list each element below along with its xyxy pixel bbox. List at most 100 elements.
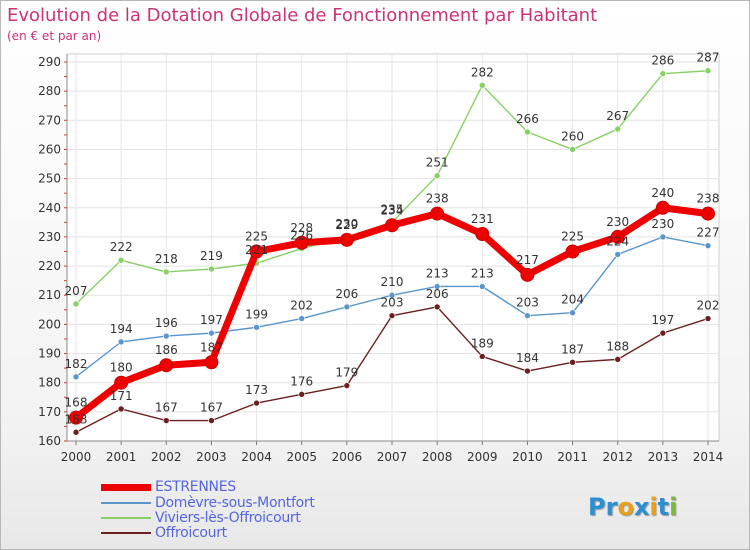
y-tick-label: 240: [38, 201, 61, 215]
legend-swatch: [101, 502, 151, 504]
series-point-1: [659, 233, 667, 241]
series-point-0: [294, 235, 309, 250]
y-tick-label: 250: [38, 172, 61, 186]
legend-item: ESTRENNES: [101, 479, 236, 495]
y-tick-label: 220: [38, 259, 61, 273]
data-label-2: 267: [606, 109, 629, 123]
series-point-1: [478, 283, 486, 290]
data-label-3: 188: [606, 339, 629, 353]
logo-letter: r: [605, 493, 618, 521]
series-point-3: [298, 391, 306, 398]
data-label-2: 219: [200, 249, 223, 263]
series-point-0: [339, 232, 354, 247]
series-point-2: [72, 300, 80, 308]
y-tick-label: 290: [38, 55, 61, 69]
data-label-1: 210: [381, 275, 404, 289]
series-point-1: [524, 312, 531, 319]
legend-label: Viviers-lès-Offroicourt: [155, 510, 301, 526]
series-point-1: [162, 332, 170, 340]
data-label-1: 213: [471, 266, 494, 280]
data-label-0: 217: [516, 253, 539, 267]
data-label-2: 221: [245, 243, 268, 257]
series-point-0: [475, 227, 490, 242]
data-label-1: 224: [606, 234, 629, 248]
data-label-0: 229: [335, 218, 358, 232]
data-label-2: 287: [697, 51, 720, 65]
series-point-2: [704, 67, 712, 75]
series-point-3: [343, 382, 351, 389]
series-point-3: [478, 353, 486, 360]
data-label-2: 282: [471, 65, 494, 79]
series-point-0: [610, 229, 625, 244]
y-tick-label: 200: [38, 317, 61, 331]
data-label-0: 240: [651, 186, 674, 200]
data-label-3: 167: [200, 401, 223, 415]
legend-label: Offroicourt: [155, 525, 227, 541]
logo-letter: P: [588, 493, 606, 521]
plot-area: [66, 53, 720, 442]
series-point-0: [204, 355, 219, 370]
data-label-3: 163: [65, 412, 88, 426]
x-tick-label: 2004: [241, 450, 272, 464]
series-point-1: [614, 251, 622, 258]
data-label-2: 266: [516, 112, 539, 126]
data-label-0: 187: [200, 340, 223, 354]
data-label-2: 251: [426, 156, 449, 170]
y-tick-label: 210: [38, 288, 61, 302]
data-label-0: 228: [290, 221, 313, 235]
series-point-1: [433, 283, 441, 290]
data-label-2: 207: [65, 284, 88, 298]
x-tick-label: 2008: [422, 450, 453, 464]
data-label-0: 231: [471, 212, 494, 226]
series-point-2: [433, 172, 441, 179]
series-point-0: [430, 206, 445, 221]
series-point-2: [659, 70, 667, 77]
y-tick-label: 230: [38, 230, 61, 244]
data-label-1: 206: [335, 287, 358, 301]
series-point-0: [249, 244, 264, 259]
x-tick-label: 2011: [557, 450, 588, 464]
legend-swatch: [101, 483, 151, 491]
series-point-1: [388, 291, 396, 299]
y-tick-label: 280: [38, 84, 61, 98]
y-tick-label: 260: [38, 142, 61, 156]
logo-letter: x: [633, 493, 650, 521]
data-label-0: 225: [561, 230, 584, 244]
data-label-3: 184: [516, 351, 539, 365]
data-label-1: 182: [65, 357, 88, 371]
series-point-0: [159, 358, 174, 373]
series-point-1: [298, 315, 306, 322]
series-point-3: [117, 405, 125, 413]
x-tick-label: 2000: [61, 450, 92, 464]
data-label-3: 203: [381, 296, 404, 310]
series-point-0: [69, 410, 83, 425]
data-label-0: 168: [65, 396, 88, 410]
data-label-3: 189: [471, 336, 494, 350]
data-label-0: 180: [110, 361, 133, 375]
data-label-2: 226: [290, 229, 313, 243]
series-point-0: [114, 375, 129, 390]
data-label-0: 230: [606, 215, 629, 229]
y-tick-label: 160: [38, 434, 61, 448]
data-label-1: 199: [245, 307, 268, 321]
legend-swatch: [101, 517, 151, 519]
series-point-3: [72, 428, 80, 436]
logo-letter: i: [649, 493, 658, 521]
legend-label: Domèvre-sous-Montfort: [155, 495, 315, 511]
data-label-3: 179: [335, 366, 358, 380]
data-label-0: 238: [426, 192, 449, 206]
data-label-2: 218: [155, 252, 178, 266]
data-label-1: 204: [561, 293, 584, 307]
data-label-1: 227: [697, 226, 720, 240]
x-tick-label: 2012: [602, 450, 633, 464]
x-tick-label: 2007: [377, 450, 408, 464]
y-tick-label: 180: [38, 376, 61, 390]
data-label-3: 173: [245, 383, 268, 397]
data-label-0: 234: [381, 203, 404, 217]
series-point-0: [701, 206, 715, 221]
data-label-1: 202: [290, 299, 313, 313]
series-point-2: [569, 146, 576, 153]
data-label-1: 203: [516, 296, 539, 310]
series-point-2: [117, 256, 125, 264]
